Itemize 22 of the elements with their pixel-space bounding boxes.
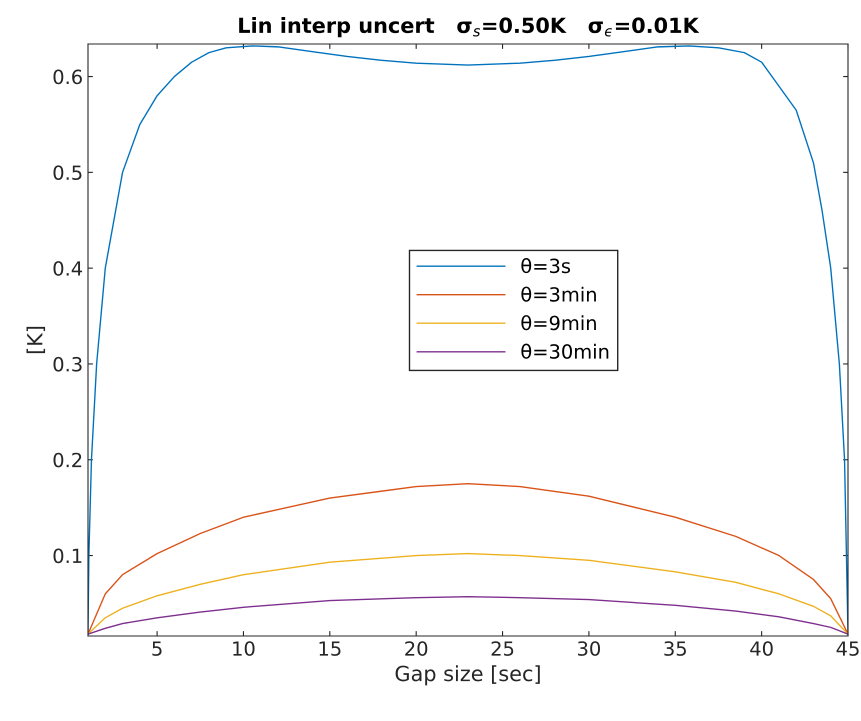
y-axis-title: [K] <box>26 326 46 354</box>
x-tick-label: 30 <box>578 641 600 656</box>
y-tick-label: 0.6 <box>54 70 82 84</box>
x-tick-label: 35 <box>664 641 686 656</box>
x-tick-label: 5 <box>152 641 162 656</box>
legend-label: θ=9min <box>521 315 596 330</box>
legend-label: θ=3min <box>521 286 596 302</box>
x-tick-label: 25 <box>492 641 514 656</box>
x-tick-label: 10 <box>233 641 255 656</box>
x-tick-label: 45 <box>836 641 859 656</box>
y-tick-label: 0.3 <box>54 356 82 372</box>
y-tick-label: 0.1 <box>54 548 82 564</box>
y-tick-label: 0.2 <box>54 452 82 468</box>
y-tick-label: 0.4 <box>54 261 82 276</box>
x-tick-label: 20 <box>405 641 428 656</box>
y-tick-label: 0.5 <box>54 165 82 180</box>
chart-title: Lin interp uncert σ$_{s}$=0.50K σ$_{ϵ}$=0.01K <box>239 17 700 38</box>
x-tick-label: 15 <box>320 641 340 656</box>
legend-label: θ=30min <box>521 344 608 359</box>
x-tick-label: 40 <box>750 641 773 656</box>
x-axis-title: Gap size [sec] <box>396 665 540 686</box>
legend-label: θ=3s <box>521 258 570 274</box>
